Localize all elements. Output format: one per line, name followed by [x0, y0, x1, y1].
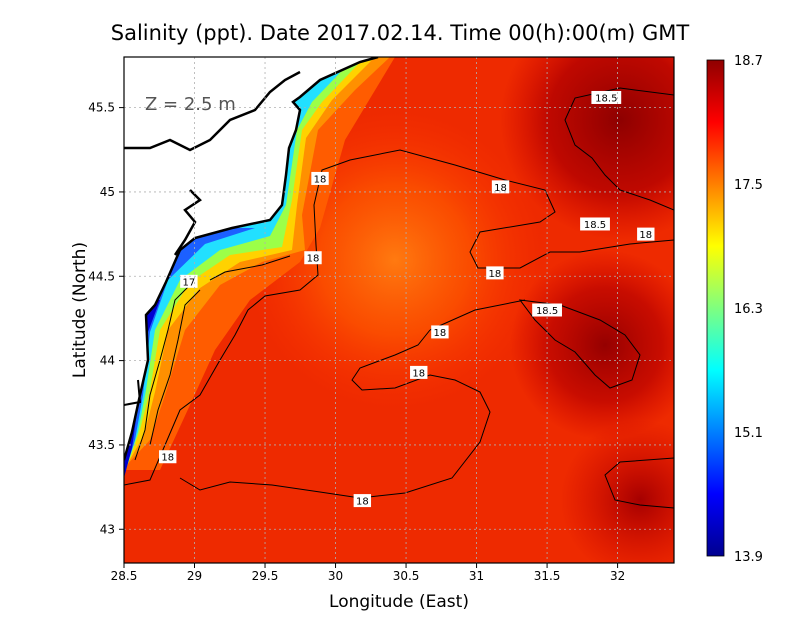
contour-label: 18 — [356, 497, 369, 508]
colorbar-tick-label: 13.9 — [734, 550, 763, 565]
contour-label: 18 — [314, 174, 327, 185]
contour-label-box — [410, 365, 428, 379]
contour-label: 18 — [489, 269, 502, 280]
contour-label-box — [159, 450, 177, 464]
contour-label-box — [353, 494, 372, 508]
contour-label-box — [311, 171, 329, 185]
grid-lines — [124, 57, 674, 563]
y-tick-label: 43 — [100, 522, 115, 536]
contour-label-layer: 18.5 18 18 18.5 18 18 17 18 18.5 18 18 18 18 — [159, 90, 655, 508]
colorbar-tick-label: 15.1 — [734, 426, 763, 441]
x-tick-label: 28.5 — [111, 569, 138, 583]
colorbar-tick-label: 17.5 — [734, 178, 763, 193]
colorbar-ticks: 18.7 17.5 16.3 15.1 13.9 — [734, 54, 763, 565]
x-tick-label: 32 — [610, 569, 625, 583]
contour-label: 18 — [639, 230, 652, 241]
contour-label: 17 — [183, 277, 196, 288]
contour-label: 18 — [161, 453, 174, 464]
y-axis: 43 43.5 44 44.5 45 45.5 — [88, 101, 124, 536]
x-tick-label: 31.5 — [534, 569, 561, 583]
x-tick-label: 29 — [187, 569, 202, 583]
contour-label: 18 — [494, 183, 507, 194]
plot-frame — [123, 56, 675, 564]
contour-label-box — [591, 90, 622, 104]
x-tick-label: 30.5 — [393, 569, 420, 583]
y-tick-label: 45 — [100, 185, 115, 199]
coastline — [124, 57, 379, 461]
contour-label-box — [304, 251, 322, 265]
contour-label: 18.5 — [536, 306, 558, 317]
y-tick-label: 44.5 — [88, 269, 115, 283]
contour-label-box — [431, 325, 449, 339]
colorbar-tick-label: 16.3 — [734, 302, 763, 317]
y-tick-label: 44 — [100, 354, 115, 368]
contour-label-box — [180, 274, 198, 288]
x-tick-label: 30 — [328, 569, 343, 583]
y-axis-label: Latitude (North) — [70, 242, 90, 378]
contour-label-box — [637, 227, 655, 241]
contour-label: 18.5 — [595, 93, 617, 104]
contour-label-box — [532, 303, 562, 317]
contour-label-box — [580, 217, 610, 231]
y-tick-label: 43.5 — [88, 438, 115, 452]
contour-label: 18 — [307, 254, 320, 265]
salinity-field: 18.5 18 18 18.5 18 18 17 18 18.5 18 18 18 18 — [124, 57, 674, 563]
x-tick-label: 31 — [469, 569, 484, 583]
depth-label: Z = 2.5 m — [145, 94, 236, 115]
contour-label-box — [491, 180, 510, 194]
land-mass — [124, 57, 378, 460]
y-tick-label: 45.5 — [88, 101, 115, 115]
chart-title: Salinity (ppt). Date 2017.02.14. Time 00… — [111, 21, 690, 45]
x-axis-label: Longitude (East) — [329, 592, 469, 612]
contour-label: 18.5 — [584, 220, 606, 231]
contour-label: 18 — [434, 328, 447, 339]
x-tick-label: 29.5 — [252, 569, 279, 583]
x-axis: 28.5 29 29.5 30 30.5 31 31.5 32 — [111, 563, 625, 583]
colorbar — [706, 59, 725, 557]
colorbar-tick-label: 18.7 — [734, 54, 763, 69]
contour-label: 18 — [412, 368, 425, 379]
